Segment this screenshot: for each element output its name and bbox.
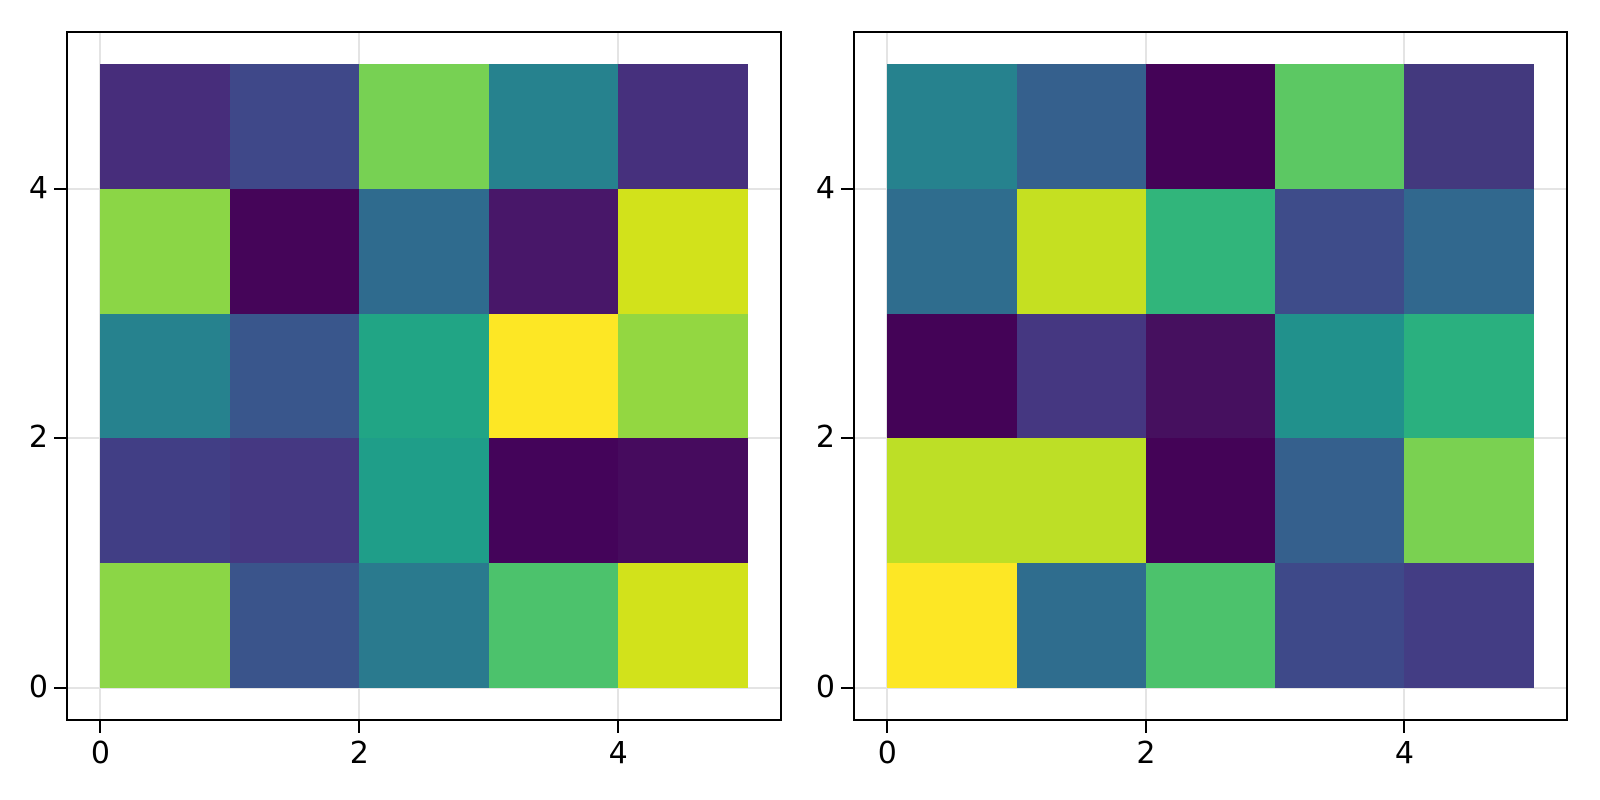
heatmap-cell — [887, 313, 1017, 439]
left-heatmap-axes — [66, 31, 782, 721]
heatmap-cell — [229, 563, 360, 688]
heatmap-cell — [618, 563, 748, 688]
x-tick-label: 4 — [1394, 736, 1414, 771]
x-tick — [1144, 721, 1147, 733]
heatmap-cell — [1145, 188, 1276, 314]
heatmap-cell — [1145, 313, 1276, 439]
x-tick — [358, 721, 361, 733]
x-tick-label: 0 — [90, 736, 110, 771]
heatmap-cell — [887, 438, 1017, 564]
y-tick — [841, 686, 853, 689]
y-tick-label: 2 — [815, 420, 835, 456]
heatmap-cell — [1275, 563, 1405, 688]
y-tick-label: 0 — [28, 669, 48, 705]
x-tick-label: 4 — [608, 736, 628, 771]
y-tick — [841, 437, 853, 440]
heatmap-cell — [359, 563, 489, 688]
x-tick — [886, 721, 889, 733]
heatmap-cell — [887, 188, 1017, 314]
heatmap-cell — [488, 188, 619, 314]
heatmap-cell — [488, 438, 619, 564]
right-heatmap — [887, 64, 1534, 688]
heatmap-cell — [887, 563, 1017, 688]
heatmap-cell — [488, 563, 619, 688]
heatmap-cell — [229, 64, 360, 189]
heatmap-cell — [488, 313, 619, 439]
heatmap-cell — [359, 188, 489, 314]
y-tick-label: 4 — [815, 170, 835, 206]
right-heatmap-axes — [853, 31, 1568, 721]
y-tick — [841, 187, 853, 190]
heatmap-cell — [359, 313, 489, 439]
heatmap-cell — [100, 563, 230, 688]
heatmap-cell — [618, 438, 748, 564]
heatmap-cell — [1404, 563, 1534, 688]
heatmap-cell — [1404, 188, 1534, 314]
heatmap-cell — [229, 313, 360, 439]
heatmap-cell — [887, 64, 1017, 189]
heatmap-cell — [359, 64, 489, 189]
y-tick-label: 2 — [28, 420, 48, 456]
heatmap-cell — [100, 188, 230, 314]
heatmap-cell — [1404, 64, 1534, 189]
heatmap-cell — [1145, 438, 1276, 564]
heatmap-cell — [488, 64, 619, 189]
heatmap-cell — [618, 64, 748, 189]
heatmap-cell — [618, 188, 748, 314]
x-tick — [99, 721, 102, 733]
heatmap-cell — [1404, 438, 1534, 564]
left-heatmap — [100, 64, 748, 688]
x-tick — [1403, 721, 1406, 733]
heatmap-cell — [1016, 188, 1146, 314]
heatmap-cell — [229, 188, 360, 314]
heatmap-cell — [1404, 313, 1534, 439]
heatmap-cell — [100, 438, 230, 564]
heatmap-cell — [1275, 188, 1405, 314]
x-tick-label: 2 — [1136, 736, 1156, 771]
heatmap-cell — [1275, 313, 1405, 439]
heatmap-cell — [100, 313, 230, 439]
y-tick — [54, 437, 66, 440]
x-tick-label: 0 — [877, 736, 897, 771]
heatmap-cell — [618, 313, 748, 439]
y-tick — [54, 686, 66, 689]
y-tick-label: 4 — [28, 170, 48, 206]
heatmap-cell — [1145, 563, 1276, 688]
heatmap-cell — [229, 438, 360, 564]
heatmap-cell — [1275, 64, 1405, 189]
heatmap-cell — [1016, 64, 1146, 189]
heatmap-cell — [1016, 313, 1146, 439]
heatmap-cell — [1016, 438, 1146, 564]
x-tick-label: 2 — [349, 736, 369, 771]
heatmap-cell — [1016, 563, 1146, 688]
y-tick-label: 0 — [815, 669, 835, 705]
heatmap-cell — [359, 438, 489, 564]
gridline-horizontal — [855, 686, 1566, 689]
y-tick — [54, 187, 66, 190]
heatmap-cell — [1145, 64, 1276, 189]
gridline-horizontal — [68, 686, 780, 689]
heatmap-cell — [100, 64, 230, 189]
heatmap-cell — [1275, 438, 1405, 564]
x-tick — [617, 721, 620, 733]
